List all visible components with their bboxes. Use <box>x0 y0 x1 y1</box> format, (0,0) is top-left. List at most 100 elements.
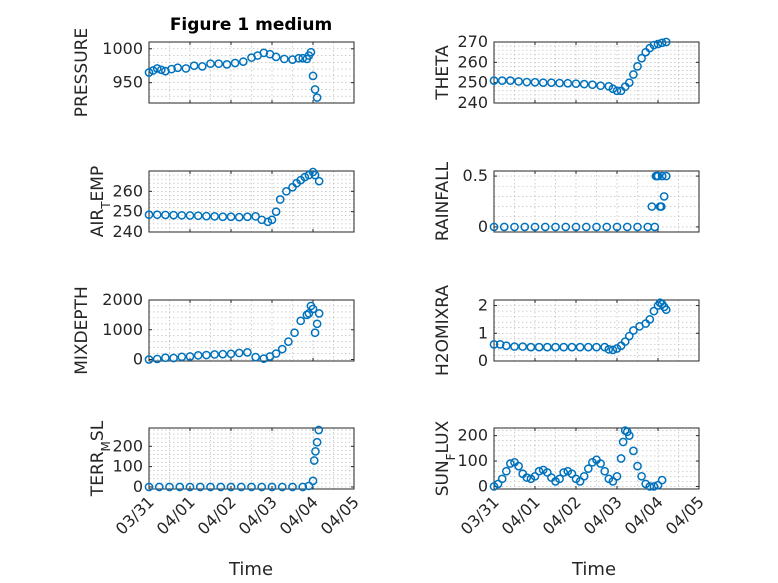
data-point <box>489 222 499 232</box>
data-point <box>312 319 322 329</box>
ylabel-sub: T <box>99 201 113 210</box>
data-point <box>214 59 224 69</box>
data-point <box>592 222 601 232</box>
terr_msl-ylabel: TERRMSL <box>88 420 113 497</box>
data-point <box>308 304 318 314</box>
data-point <box>247 482 256 492</box>
data-point <box>592 342 601 352</box>
ylabel-sub: F <box>444 453 458 460</box>
y-tick-label: 240 <box>112 222 143 241</box>
data-point <box>296 316 306 326</box>
y-tick-label: 0 <box>133 350 143 369</box>
data-point <box>661 305 671 315</box>
data-point <box>271 207 281 217</box>
data-point <box>629 70 638 79</box>
data-point <box>506 459 515 468</box>
data-point <box>226 349 236 359</box>
data-point <box>657 171 667 181</box>
data-point <box>310 170 320 180</box>
data-point <box>649 306 659 316</box>
data-point <box>661 37 671 47</box>
data-point <box>542 468 552 477</box>
data-point <box>633 222 642 232</box>
data-point <box>612 86 622 96</box>
data-point <box>583 342 593 352</box>
data-point <box>579 79 589 89</box>
data-point <box>218 212 228 222</box>
air_temp-ylabel: AIRTEMP <box>88 166 113 237</box>
data-point <box>177 352 187 362</box>
data-point <box>616 454 626 463</box>
data-point <box>306 47 316 57</box>
y-tick-label: 250 <box>112 202 143 221</box>
data-point <box>311 447 320 456</box>
y-tick-label: 1000 <box>102 320 143 339</box>
data-point <box>185 482 195 492</box>
axis-frame <box>493 299 700 362</box>
data-point <box>277 344 287 354</box>
data-point <box>602 222 612 232</box>
x-tick-label: 04/02 <box>194 492 240 538</box>
data-point <box>314 425 324 435</box>
x-tick-label: 04/05 <box>317 492 363 538</box>
axis-frame <box>148 170 355 233</box>
y-tick-label: 0 <box>133 477 143 496</box>
data-point <box>202 350 211 360</box>
data-point <box>234 212 244 222</box>
data-point <box>559 342 569 352</box>
data-point <box>238 57 248 67</box>
data-point <box>144 210 154 220</box>
data-point <box>629 446 638 456</box>
data-point <box>538 78 548 88</box>
data-point <box>277 482 287 492</box>
data-point <box>152 354 162 364</box>
data-point <box>506 76 515 85</box>
data-point <box>493 479 503 489</box>
data-point <box>259 48 269 58</box>
data-point <box>653 39 663 49</box>
data-point <box>154 482 164 492</box>
data-point <box>583 464 593 474</box>
data-point <box>518 342 528 351</box>
data-point <box>156 65 166 75</box>
data-point <box>540 222 550 232</box>
data-point <box>181 64 191 73</box>
data-point <box>193 211 203 221</box>
ylabel-suffix: EMP <box>88 166 108 202</box>
data-point <box>659 192 669 201</box>
data-point <box>177 210 187 220</box>
data-point <box>144 482 154 492</box>
data-point <box>530 222 540 232</box>
data-point <box>148 66 158 75</box>
axis-frame <box>493 170 700 233</box>
data-point <box>185 352 195 361</box>
x-tick-label: 04/01 <box>153 492 199 538</box>
pressure-ylabel: PRESSURE <box>72 28 92 117</box>
data-point <box>567 469 577 479</box>
data-point <box>216 482 226 492</box>
data-point <box>310 85 320 94</box>
data-point <box>489 340 499 349</box>
x-tick-label: 04/05 <box>662 492 708 538</box>
y-tick-label: 0 <box>478 476 488 495</box>
data-point <box>206 482 215 492</box>
rainfall-axes: 0 0.5 RAINFALL <box>433 161 700 241</box>
data-point <box>604 345 614 354</box>
data-point <box>144 68 154 77</box>
y-tick-label: 270 <box>457 32 488 51</box>
y-tick-label: 260 <box>112 181 143 200</box>
data-point <box>314 176 324 186</box>
data-point <box>195 482 205 492</box>
data-point <box>314 309 324 318</box>
x-tick-label: 04/01 <box>498 492 544 538</box>
data-point <box>275 195 285 204</box>
data-point <box>169 353 178 363</box>
data-point <box>161 210 170 220</box>
data-point <box>165 482 174 492</box>
data-point <box>236 482 246 492</box>
ylabel-main: MIXDEPTH <box>72 286 92 375</box>
data-point <box>551 342 560 352</box>
